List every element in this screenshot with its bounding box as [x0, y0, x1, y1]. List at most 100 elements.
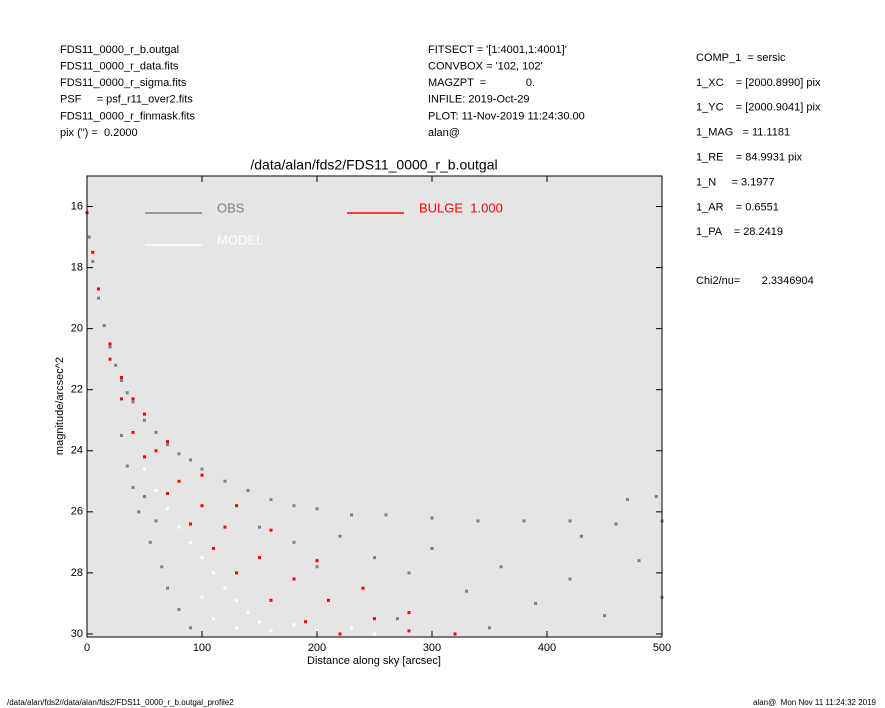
data-point: [430, 546, 434, 550]
data-point: [154, 488, 158, 492]
y-tick-label: 18: [71, 261, 83, 273]
legend-label: OBS: [217, 200, 245, 215]
data-point: [200, 595, 204, 599]
data-point: [131, 485, 135, 489]
data-point: [97, 296, 100, 300]
file-info: PSF = psf_r11_over2.fits: [60, 94, 193, 106]
y-tick-label: 16: [71, 200, 83, 212]
fit-param: 1_MAG = 11.1181: [696, 127, 790, 139]
data-point: [143, 495, 146, 499]
data-point: [189, 540, 192, 544]
data-point: [568, 519, 572, 523]
data-point: [430, 516, 434, 520]
data-point: [568, 577, 572, 581]
fit-param: 1_PA = 28.2419: [696, 226, 783, 238]
run-info: FITSECT = '[1:4001,1:4001]': [428, 44, 567, 56]
run-info: MAGZPT = 0.: [428, 77, 535, 89]
x-tick-label: 100: [193, 642, 211, 654]
x-tick-label: 300: [423, 642, 441, 654]
data-point: [189, 626, 192, 630]
data-point: [125, 464, 129, 468]
data-point: [258, 620, 261, 624]
file-info: FDS11_0000_r_b.outgal: [60, 44, 179, 56]
data-point: [292, 577, 296, 581]
fit-param: 1_YC = [2000.9041] pix: [696, 102, 821, 114]
data-point: [315, 565, 319, 569]
data-point: [143, 418, 146, 422]
y-tick-label: 24: [71, 445, 83, 457]
data-point: [120, 434, 123, 438]
data-point: [177, 608, 181, 612]
data-point: [522, 519, 526, 523]
data-point: [258, 556, 261, 560]
data-point: [200, 473, 204, 477]
data-point: [269, 498, 273, 502]
data-point: [235, 571, 238, 575]
data-point: [373, 617, 376, 621]
data-point: [166, 492, 169, 496]
data-point: [626, 498, 629, 502]
data-point: [160, 565, 164, 569]
data-point: [614, 522, 618, 526]
data-point: [534, 601, 537, 605]
x-tick-label: 400: [538, 642, 556, 654]
data-point: [166, 440, 169, 444]
chi2: Chi2/nu= 2.3346904: [696, 275, 814, 287]
fit-param: 1_N = 3.1977: [696, 176, 775, 188]
data-point: [292, 504, 296, 508]
data-point: [315, 629, 319, 633]
data-point: [292, 623, 296, 627]
run-info: CONVBOX = '102, 102': [428, 61, 543, 73]
data-point: [148, 540, 152, 544]
y-axis-label: magnitude/arcsec^2: [54, 357, 66, 455]
file-info: FDS11_0000_r_data.fits: [60, 61, 179, 73]
data-point: [384, 513, 388, 517]
data-point: [137, 510, 141, 514]
data-point: [154, 519, 158, 523]
data-point: [235, 598, 238, 602]
data-point: [120, 379, 123, 383]
data-point: [143, 455, 146, 459]
data-point: [131, 430, 135, 434]
y-tick-label: 22: [71, 384, 83, 396]
fit-param: 1_AR = 0.6551: [696, 201, 779, 213]
data-point: [315, 507, 319, 511]
data-point: [189, 458, 192, 462]
data-point: [166, 507, 169, 511]
data-point: [350, 626, 353, 630]
legend-label: MODEL: [217, 232, 263, 247]
fit-param: 1_RE = 84.9931 pix: [696, 152, 803, 164]
data-point: [453, 632, 457, 636]
data-point: [177, 479, 181, 483]
data-point: [120, 375, 123, 379]
data-point: [407, 629, 411, 633]
plot-area: [87, 176, 662, 637]
data-point: [87, 235, 91, 239]
data-point: [235, 504, 238, 508]
data-point: [246, 611, 250, 615]
file-info: pix (") = 0.2000: [60, 127, 138, 139]
y-tick-label: 28: [71, 567, 83, 579]
data-point: [258, 525, 261, 529]
data-point: [131, 397, 135, 401]
data-point: [465, 589, 468, 593]
data-point: [212, 571, 215, 575]
data-point: [166, 586, 169, 590]
data-point: [177, 452, 181, 456]
data-point: [246, 488, 250, 492]
x-tick-label: 500: [653, 642, 671, 654]
data-point: [91, 250, 95, 254]
legend-label: BULGE 1.000: [419, 200, 503, 215]
data-point: [396, 617, 399, 621]
footer-right: alan@ Mon Nov 11 11:24:32 2019: [753, 698, 877, 707]
chart-title: /data/alan/fds2/FDS11_0000_r_b.outgal: [250, 157, 497, 173]
y-tick-label: 26: [71, 506, 83, 518]
points: [85, 211, 664, 636]
data-point: [223, 525, 227, 529]
data-point: [338, 534, 342, 538]
y-tick-label: 20: [71, 323, 83, 335]
data-point: [154, 430, 158, 434]
data-point: [177, 525, 181, 529]
data-point: [114, 363, 118, 367]
data-point: [407, 571, 411, 575]
